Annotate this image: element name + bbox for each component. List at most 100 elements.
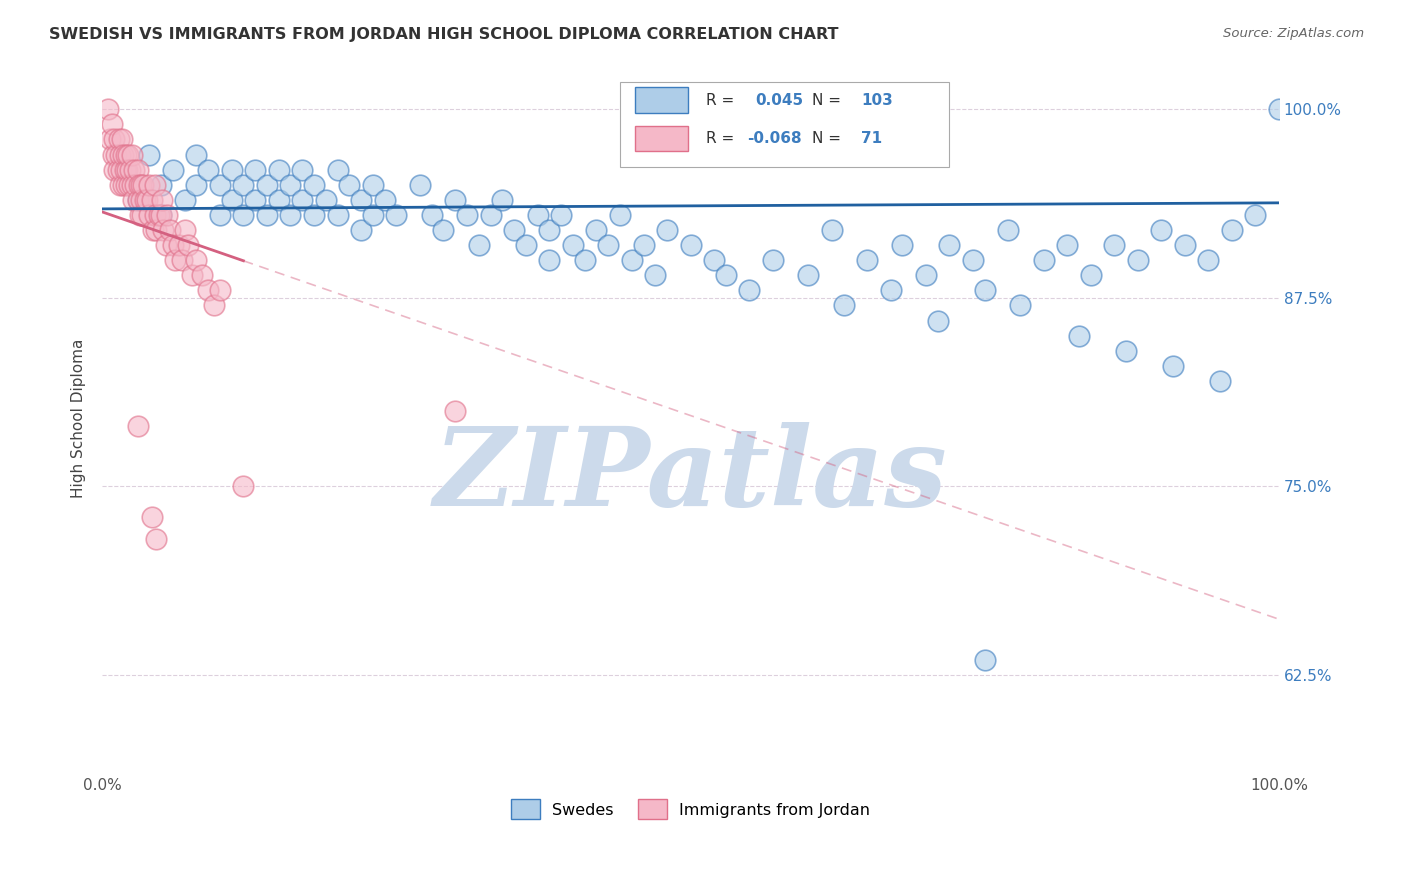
FancyBboxPatch shape: [636, 87, 688, 113]
Point: [1067, 328, 1090, 343]
Point: [315, 193, 337, 207]
Point: [180, 268, 202, 283]
Point: [280, 178, 302, 192]
Point: [101, 147, 124, 161]
Point: [997, 223, 1019, 237]
Point: [128, 208, 150, 222]
Point: [655, 223, 678, 237]
Point: [361, 178, 384, 192]
Point: [302, 178, 325, 192]
Point: [162, 162, 184, 177]
Point: [100, 132, 122, 146]
Point: [172, 253, 194, 268]
Point: [1008, 298, 1031, 312]
Point: [337, 178, 360, 192]
Point: [162, 238, 184, 252]
Point: [891, 238, 914, 252]
Point: [127, 193, 149, 207]
Point: [152, 223, 174, 237]
Point: [538, 253, 561, 268]
Point: [138, 147, 160, 161]
Point: [129, 193, 152, 207]
Point: [633, 238, 655, 252]
Point: [131, 208, 153, 222]
Text: SWEDISH VS IMMIGRANTS FROM JORDAN HIGH SCHOOL DIPLOMA CORRELATION CHART: SWEDISH VS IMMIGRANTS FROM JORDAN HIGH S…: [49, 27, 839, 42]
Point: [111, 132, 134, 146]
Text: ZIPatlas: ZIPatlas: [433, 422, 948, 529]
Point: [232, 479, 254, 493]
Point: [100, 117, 122, 131]
Point: [129, 178, 152, 192]
Point: [374, 193, 396, 207]
Point: [561, 238, 583, 252]
Point: [134, 193, 156, 207]
Point: [127, 162, 149, 177]
Point: [821, 223, 844, 237]
Point: [714, 268, 737, 283]
Point: [280, 208, 302, 222]
Point: [177, 238, 200, 252]
Point: [1056, 238, 1078, 252]
Point: [108, 178, 131, 192]
Point: [456, 208, 478, 222]
Point: [574, 253, 596, 268]
Point: [132, 178, 155, 192]
Point: [127, 419, 149, 434]
Point: [927, 313, 949, 327]
Point: [1126, 253, 1149, 268]
Text: 0.045: 0.045: [755, 93, 803, 108]
Point: [112, 178, 135, 192]
Point: [550, 208, 572, 222]
Text: R =: R =: [706, 93, 740, 108]
Point: [115, 162, 138, 177]
Point: [915, 268, 938, 283]
Point: [105, 147, 128, 161]
Point: [103, 132, 125, 146]
Point: [361, 208, 384, 222]
Point: [1161, 359, 1184, 373]
Point: [232, 208, 254, 222]
Point: [243, 193, 266, 207]
Point: [679, 238, 702, 252]
Point: [256, 178, 278, 192]
Point: [208, 208, 231, 222]
Point: [121, 147, 143, 161]
Point: [598, 238, 620, 252]
Point: [326, 208, 349, 222]
FancyBboxPatch shape: [620, 82, 949, 167]
Point: [150, 193, 173, 207]
Point: [232, 178, 254, 192]
Point: [1268, 103, 1291, 117]
Point: [1220, 223, 1243, 237]
Point: [114, 162, 136, 177]
Point: [526, 208, 548, 222]
Point: [122, 162, 145, 177]
Point: [118, 178, 141, 192]
Point: [142, 223, 165, 237]
Point: [186, 253, 208, 268]
Point: [1174, 238, 1197, 252]
Point: [197, 283, 219, 297]
Point: [291, 162, 314, 177]
Point: [173, 223, 195, 237]
Point: [159, 223, 181, 237]
Text: 71: 71: [862, 131, 883, 146]
Point: [103, 162, 125, 177]
Point: [973, 653, 995, 667]
Point: [141, 509, 163, 524]
Point: [114, 178, 136, 192]
Point: [350, 223, 373, 237]
Point: [208, 283, 231, 297]
Point: [267, 162, 290, 177]
Point: [703, 253, 725, 268]
Point: [138, 208, 160, 222]
Point: [738, 283, 761, 297]
Point: [191, 268, 214, 283]
Point: [128, 178, 150, 192]
Point: [143, 208, 166, 222]
Point: [879, 283, 901, 297]
Point: [186, 178, 208, 192]
Point: [117, 147, 139, 161]
Point: [173, 193, 195, 207]
Point: [127, 193, 149, 207]
